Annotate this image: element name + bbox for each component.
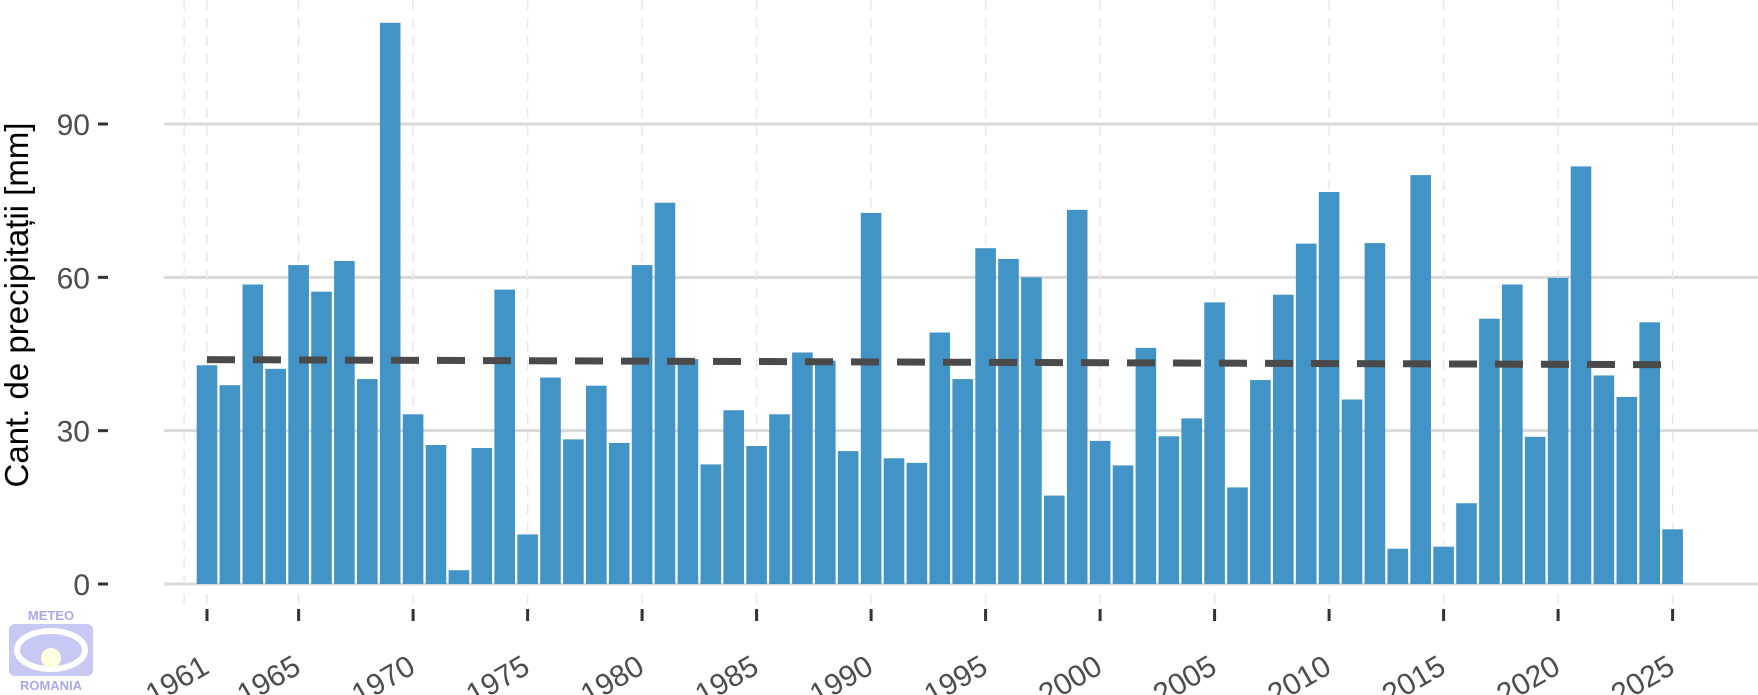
bar [906, 462, 928, 584]
bar [1089, 440, 1111, 584]
bar [1181, 418, 1203, 584]
bar [814, 360, 836, 584]
bar [1593, 375, 1615, 584]
bar [929, 332, 951, 584]
bar [265, 368, 287, 584]
bar [1639, 322, 1661, 584]
bar [494, 289, 516, 584]
bar [654, 202, 676, 584]
bar [769, 414, 790, 584]
x-tick-label: 1975 [461, 649, 535, 695]
bar [196, 365, 218, 584]
bar [1616, 396, 1638, 584]
bar [723, 410, 745, 584]
bar [1204, 302, 1225, 584]
x-tick-label: 1970 [346, 649, 420, 695]
bar [1387, 548, 1409, 584]
bar [1501, 284, 1523, 584]
y-tick-label: 0 [73, 569, 90, 602]
bar [608, 442, 630, 584]
bar [883, 458, 905, 584]
bar [1662, 529, 1683, 584]
bar [1341, 399, 1363, 584]
bar [1456, 503, 1477, 584]
bar [1410, 175, 1432, 584]
bar [219, 385, 241, 584]
bar [334, 260, 355, 584]
trend-line-path [206, 356, 1673, 369]
bar [1479, 318, 1500, 584]
bar [563, 439, 584, 584]
y-tick-label: 90 [57, 109, 90, 142]
bar [700, 464, 722, 584]
bar [1158, 436, 1180, 584]
bar [402, 414, 424, 584]
bar [1043, 495, 1065, 584]
x-tick-label: 2005 [1148, 649, 1222, 695]
bar [1135, 347, 1157, 584]
bar [425, 444, 447, 584]
bar [837, 451, 859, 584]
bar [311, 291, 332, 584]
x-tick-label: 2015 [1377, 649, 1451, 695]
bar [448, 570, 470, 584]
x-tick-label: 1990 [804, 649, 878, 695]
x-tick-label: 2000 [1033, 649, 1107, 695]
meteo-romania-logo: METEO ROMANIA [9, 608, 93, 693]
bar [1227, 487, 1248, 584]
x-tick-label: 1985 [690, 649, 764, 695]
bar [1570, 166, 1592, 584]
bar [1066, 209, 1088, 584]
bar [975, 248, 996, 584]
bar [952, 379, 974, 584]
bar [1433, 546, 1454, 584]
bar [792, 352, 813, 584]
bar [998, 258, 1019, 584]
bar [677, 359, 699, 584]
x-tick-label: 1995 [919, 649, 993, 695]
logo-sun [41, 648, 61, 668]
bar [746, 446, 767, 584]
bar [631, 265, 653, 584]
bar [1364, 243, 1386, 585]
logo-top-text: METEO [28, 608, 74, 623]
bar [379, 22, 401, 585]
logo-bottom-text: ROMANIA [20, 678, 83, 693]
x-tick-label: 2010 [1262, 649, 1336, 695]
logo-ring [14, 628, 88, 672]
bar [585, 385, 607, 584]
bar [1272, 294, 1294, 584]
bar [1524, 436, 1546, 584]
bar [517, 534, 538, 584]
y-tick-label: 60 [57, 262, 90, 295]
y-tick-label: 30 [57, 416, 90, 449]
trend-line [206, 356, 1673, 369]
bar [471, 448, 493, 584]
bar [1318, 191, 1340, 584]
bar [860, 212, 882, 584]
bar [356, 379, 378, 584]
y-axis-title: Cant. de precipitații [mm] [0, 123, 35, 488]
x-tick-label: 1961 [140, 649, 214, 695]
bar [1021, 277, 1042, 584]
bar [242, 284, 264, 584]
bar [1547, 277, 1569, 584]
bar [288, 265, 309, 584]
bar [540, 377, 561, 584]
bar [1250, 380, 1271, 584]
x-tick-label: 1965 [232, 649, 306, 695]
x-tick-label: 2020 [1491, 649, 1565, 695]
x-tick-label: 1980 [575, 649, 649, 695]
bar [1112, 465, 1134, 584]
bar [1295, 243, 1317, 584]
bars [196, 22, 1683, 585]
x-tick-label: 2025 [1606, 649, 1680, 695]
